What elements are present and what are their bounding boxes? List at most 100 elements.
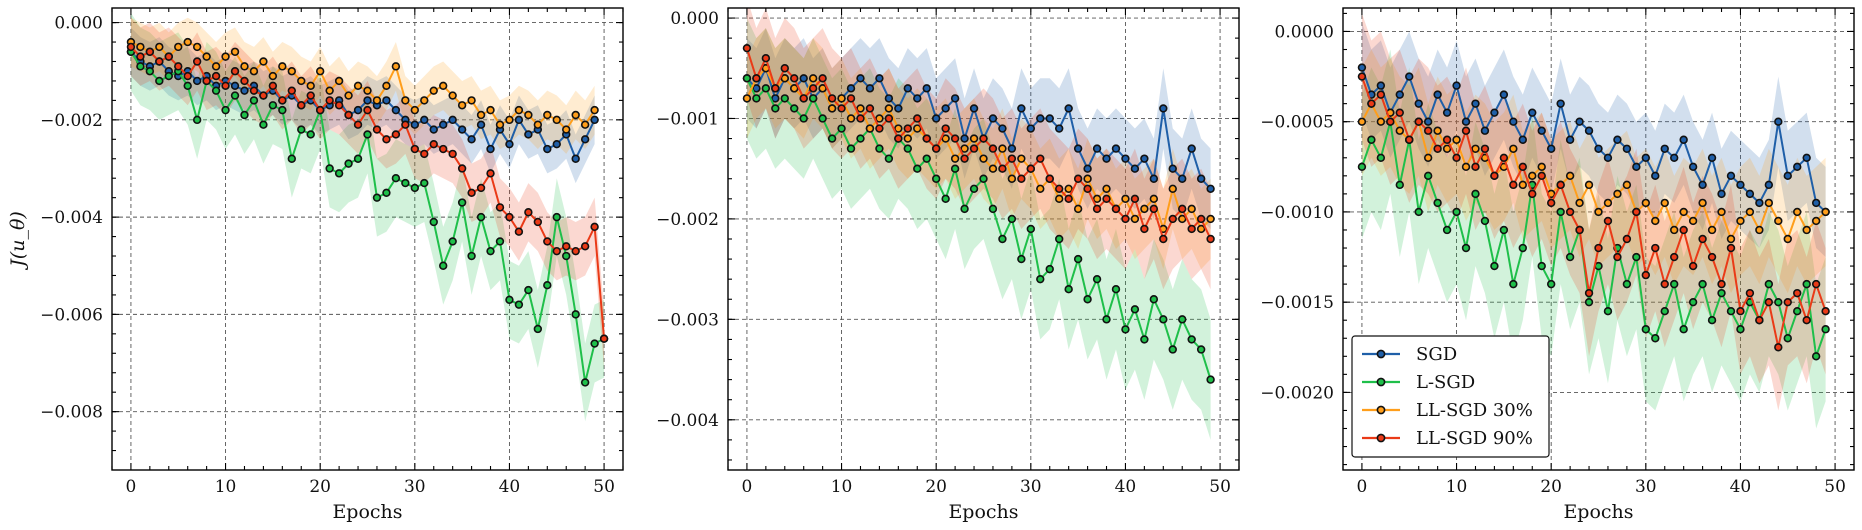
data-point-ll-sgd-90- <box>1357 72 1367 81</box>
data-point-ll-sgd-30- <box>1688 216 1698 226</box>
data-point-l-sgd <box>401 178 410 188</box>
data-point-l-sgd <box>1651 334 1660 343</box>
data-point-ll-sgd-90- <box>1528 189 1537 199</box>
data-point-ll-sgd-30- <box>1698 198 1707 208</box>
data-point-l-sgd <box>1452 207 1461 217</box>
data-point-ll-sgd-90- <box>913 114 922 123</box>
data-point-sgd <box>941 104 950 113</box>
data-point-ll-sgd-30- <box>211 62 221 71</box>
data-point-sgd <box>192 76 202 86</box>
data-point-ll-sgd-90- <box>1546 198 1556 208</box>
data-point-ll-sgd-30- <box>913 124 922 133</box>
data-point-ll-sgd-30- <box>344 91 353 100</box>
data-point-sgd <box>1575 117 1584 126</box>
data-point-ll-sgd-30- <box>1461 162 1471 172</box>
y-tick-label: −0.002 <box>656 210 719 230</box>
data-point-l-sgd <box>1490 261 1499 271</box>
data-point-sgd <box>1083 164 1092 173</box>
data-point-ll-sgd-90- <box>960 154 969 163</box>
data-point-ll-sgd-30- <box>486 105 495 115</box>
data-point-ll-sgd-90- <box>941 124 950 133</box>
data-point-l-sgd <box>979 174 988 183</box>
data-point-ll-sgd-30- <box>1102 184 1111 193</box>
data-point-sgd <box>1092 144 1102 153</box>
data-point-l-sgd <box>1509 279 1518 289</box>
data-point-ll-sgd-90- <box>136 52 145 61</box>
data-point-l-sgd <box>818 114 827 123</box>
data-point-ll-sgd-30- <box>1821 207 1830 217</box>
data-point-sgd <box>1055 124 1064 133</box>
data-point-ll-sgd-90- <box>1206 234 1215 244</box>
data-point-l-sgd <box>960 204 969 214</box>
data-point-ll-sgd-90- <box>230 67 240 76</box>
data-point-ll-sgd-90- <box>268 81 278 91</box>
y-tick-label: −0.0005 <box>1260 113 1334 133</box>
data-point-ll-sgd-90- <box>1007 154 1017 163</box>
data-point-ll-sgd-30- <box>941 134 950 143</box>
data-point-ll-sgd-90- <box>1707 252 1717 262</box>
data-point-ll-sgd-90- <box>221 81 230 91</box>
x-tick-label: 0 <box>126 477 137 497</box>
data-point-l-sgd <box>1395 180 1404 190</box>
data-point-ll-sgd-30- <box>543 110 552 120</box>
data-point-l-sgd <box>1717 288 1726 298</box>
data-point-ll-sgd-90- <box>1537 171 1546 181</box>
data-point-l-sgd <box>287 154 296 163</box>
data-point-l-sgd <box>334 169 344 178</box>
data-point-ll-sgd-30- <box>1764 198 1774 208</box>
data-point-l-sgd <box>1793 306 1802 316</box>
data-point-sgd <box>1442 108 1452 117</box>
data-point-sgd <box>410 120 420 129</box>
data-point-sgd <box>1168 164 1177 173</box>
data-point-ll-sgd-90- <box>1556 180 1565 190</box>
data-point-ll-sgd-90- <box>1632 207 1641 217</box>
data-point-ll-sgd-30- <box>476 110 486 120</box>
data-point-ll-sgd-30- <box>1017 154 1026 163</box>
data-point-ll-sgd-90- <box>1055 184 1064 193</box>
data-point-ll-sgd-30- <box>856 104 865 113</box>
data-point-l-sgd <box>950 164 960 173</box>
y-tick-label: −0.001 <box>656 109 719 129</box>
data-point-l-sgd <box>249 96 259 105</box>
data-point-ll-sgd-90- <box>467 188 476 198</box>
data-point-ll-sgd-30- <box>259 57 268 66</box>
data-point-ll-sgd-30- <box>391 62 401 71</box>
data-point-l-sgd <box>230 91 240 100</box>
data-point-l-sgd <box>571 310 580 319</box>
y-tick-label: −0.006 <box>40 305 103 325</box>
data-point-sgd <box>1717 189 1726 199</box>
data-point-ll-sgd-30- <box>1452 135 1461 144</box>
data-point-ll-sgd-30- <box>1149 194 1159 204</box>
data-point-ll-sgd-90- <box>580 242 590 251</box>
data-point-l-sgd <box>1556 207 1565 217</box>
data-point-l-sgd <box>1442 225 1452 235</box>
plot-area <box>126 12 609 422</box>
data-point-ll-sgd-90- <box>259 91 268 100</box>
data-point-ll-sgd-90- <box>1395 108 1404 117</box>
data-point-ll-sgd-90- <box>524 208 533 217</box>
data-point-ll-sgd-30- <box>865 124 875 133</box>
data-point-ll-sgd-30- <box>1594 207 1603 217</box>
data-point-ll-sgd-90- <box>552 246 561 256</box>
data-point-l-sgd <box>742 74 752 83</box>
data-point-ll-sgd-30- <box>448 91 457 100</box>
data-point-sgd <box>580 135 590 144</box>
data-point-ll-sgd-30- <box>742 94 752 103</box>
data-point-ll-sgd-90- <box>1575 225 1584 235</box>
data-point-ll-sgd-90- <box>297 101 306 110</box>
data-point-ll-sgd-30- <box>457 101 467 110</box>
data-point-ll-sgd-90- <box>126 42 136 52</box>
data-point-ll-sgd-30- <box>287 67 296 76</box>
data-point-l-sgd <box>1036 274 1045 284</box>
data-point-ll-sgd-30- <box>297 76 306 86</box>
data-point-l-sgd <box>913 164 922 173</box>
data-point-ll-sgd-90- <box>306 91 315 100</box>
data-point-ll-sgd-30- <box>1036 184 1045 193</box>
data-point-l-sgd <box>1092 274 1102 284</box>
data-point-l-sgd <box>382 188 391 198</box>
data-point-ll-sgd-90- <box>1755 316 1764 325</box>
data-point-sgd <box>382 96 391 105</box>
data-point-sgd <box>922 84 931 93</box>
data-point-sgd <box>1518 135 1527 144</box>
data-point-ll-sgd-90- <box>325 96 334 105</box>
